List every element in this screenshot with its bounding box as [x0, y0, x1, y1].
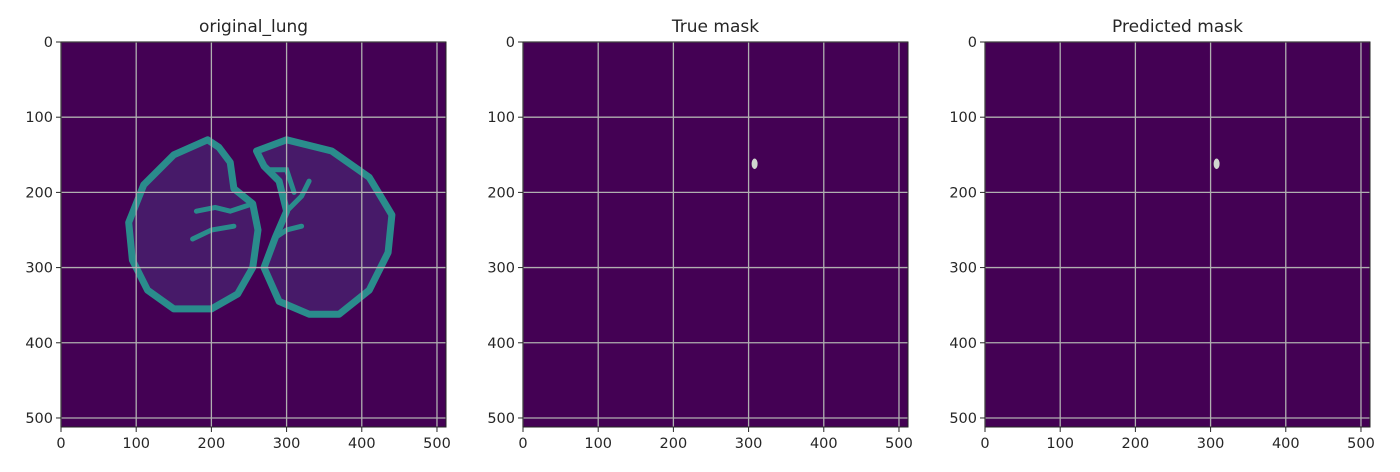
x-tick-label: 300 — [735, 436, 763, 452]
x-tick-label: 100 — [1046, 436, 1074, 452]
mask-blob — [1214, 159, 1220, 170]
y-tick-label: 0 — [968, 35, 977, 51]
y-tick-label: 100 — [949, 110, 977, 126]
panel-predicted-mask: Predicted mask 0 100 200 300 400 500010020030… — [949, 17, 1375, 452]
y-tick-label: 100 — [25, 110, 53, 126]
x-tick-label: 500 — [423, 436, 451, 452]
panel-title: Predicted mask — [1112, 17, 1243, 37]
y-tick-label: 100 — [487, 110, 515, 126]
x-tick-label: 0 — [56, 436, 65, 452]
x-tick-label: 300 — [1197, 436, 1225, 452]
y-tick-label: 200 — [949, 185, 977, 201]
y-tick-label: 500 — [949, 411, 977, 427]
x-tick-label: 100 — [122, 436, 150, 452]
y-tick-label: 0 — [44, 35, 53, 51]
y-tick-label: 0 — [506, 35, 515, 51]
image-background — [523, 42, 908, 427]
y-tick-label: 200 — [487, 185, 515, 201]
mask-blob — [752, 159, 758, 170]
x-tick-label: 100 — [584, 436, 612, 452]
x-tick-label: 500 — [1347, 436, 1375, 452]
x-tick-label: 300 — [273, 436, 301, 452]
x-tick-label: 400 — [810, 436, 838, 452]
y-tick-label: 300 — [949, 261, 977, 277]
x-tick-label: 500 — [885, 436, 913, 452]
y-tick-label: 300 — [487, 261, 515, 277]
panel-true-mask: True mask 0 100 200 300 400 50001002003004005… — [487, 17, 913, 452]
x-tick-label: 200 — [660, 436, 688, 452]
panel-title: True mask — [671, 17, 759, 37]
y-tick-label: 500 — [487, 411, 515, 427]
panel-original-lung: original_lung 0 100 200 300 400 5000100200300… — [25, 17, 451, 452]
x-tick-label: 400 — [348, 436, 376, 452]
panel-title: original_lung — [199, 17, 308, 37]
y-tick-label: 200 — [25, 185, 53, 201]
y-tick-label: 400 — [25, 336, 53, 352]
y-tick-label: 400 — [487, 336, 515, 352]
x-tick-label: 0 — [518, 436, 527, 452]
y-tick-label: 400 — [949, 336, 977, 352]
image-background — [985, 42, 1370, 427]
y-tick-label: 500 — [25, 411, 53, 427]
x-tick-label: 0 — [980, 436, 989, 452]
y-tick-label: 300 — [25, 261, 53, 277]
x-tick-label: 200 — [198, 436, 226, 452]
x-tick-label: 400 — [1272, 436, 1300, 452]
x-tick-label: 200 — [1122, 436, 1150, 452]
